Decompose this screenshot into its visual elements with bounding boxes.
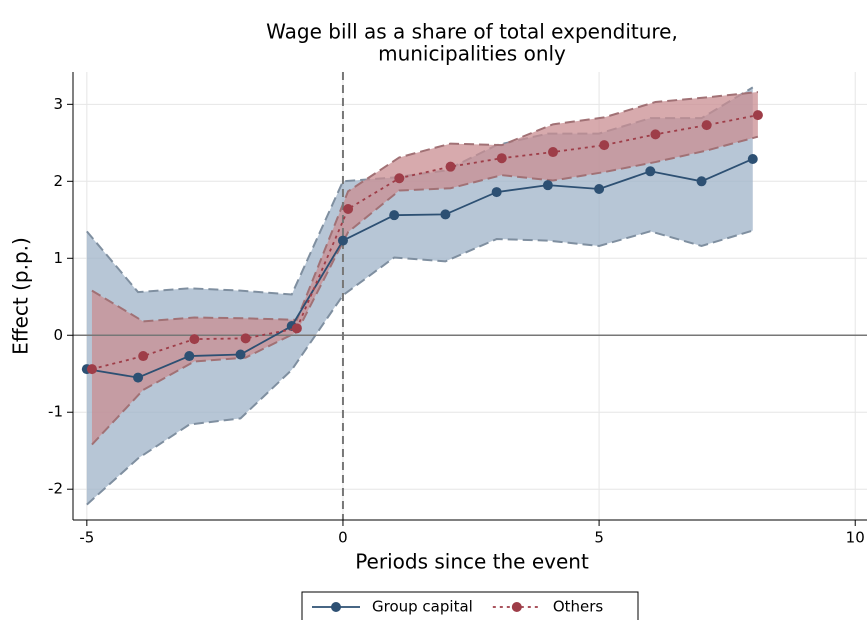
legend-box [301, 591, 639, 620]
data-point [599, 140, 610, 151]
data-point [291, 323, 302, 334]
y-tick-label: -1 [48, 403, 63, 421]
data-point [547, 147, 558, 158]
data-point [747, 153, 758, 164]
data-point [440, 209, 451, 220]
confidence-band [86, 87, 753, 505]
x-tick-label: 5 [594, 529, 604, 547]
legend-label: Others [553, 598, 604, 616]
x-tick-label: -5 [79, 529, 94, 547]
data-point [337, 235, 348, 246]
x-tick-label: 10 [846, 529, 865, 547]
series-line [86, 158, 754, 379]
data-point [491, 187, 502, 198]
legend-marker [331, 602, 341, 612]
band-edge [91, 135, 759, 446]
band-edge [86, 229, 754, 506]
data-point [701, 120, 712, 131]
data-point [542, 180, 553, 191]
data-point [645, 166, 656, 177]
series-line [91, 114, 759, 370]
chart-title: Wage bill as a share of total expenditur… [266, 20, 678, 44]
x-tick-label: 0 [338, 529, 348, 547]
y-axis-label: Effect (p.p.) [9, 237, 33, 355]
data-point [189, 334, 200, 345]
y-tick-label: 3 [53, 95, 63, 113]
data-point [752, 110, 763, 121]
data-point [394, 173, 405, 184]
data-point [389, 210, 400, 221]
y-tick-label: 1 [53, 249, 63, 267]
band-edge [91, 91, 758, 323]
legend-label: Group capital [372, 598, 473, 616]
data-point [86, 364, 97, 375]
confidence-band [91, 92, 758, 445]
data-point [184, 351, 195, 362]
data-point [138, 351, 149, 362]
y-tick-label: -2 [48, 480, 63, 498]
y-tick-label: 0 [53, 326, 63, 344]
data-point [594, 184, 605, 195]
legend-marker [511, 602, 522, 612]
x-axis-label: Periods since the event [355, 550, 589, 574]
data-point [696, 176, 707, 187]
chart-title: municipalities only [378, 42, 566, 66]
data-point [235, 349, 246, 360]
data-point [240, 333, 251, 344]
data-point [650, 129, 661, 140]
y-tick-label: 2 [53, 172, 63, 190]
data-point [496, 153, 507, 164]
data-point [445, 161, 456, 172]
data-point [133, 372, 144, 383]
data-point [343, 204, 354, 215]
